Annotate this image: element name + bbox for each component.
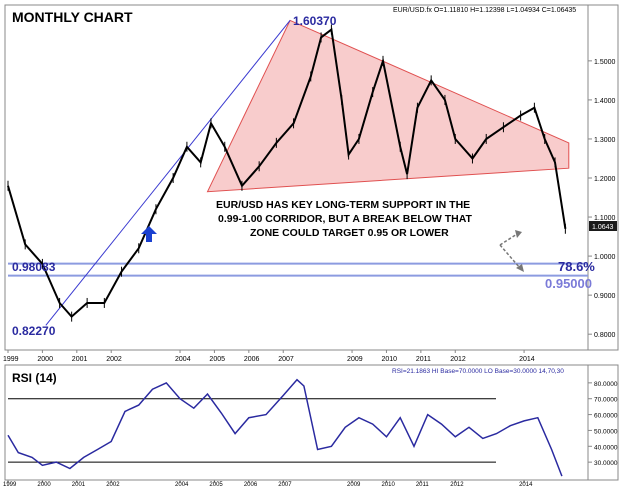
rsi-time-tick-label-8: 2009 bbox=[347, 482, 361, 486]
price-tick-label-7: 1.5000 bbox=[594, 59, 616, 66]
rsi-time-tick-label-0: 1999 bbox=[3, 482, 17, 486]
price-tick-label-1: 0.9000 bbox=[594, 293, 616, 300]
time-tick-label-4: 2004 bbox=[175, 356, 191, 363]
symbol-info: EUR/USD.fx O=1.11810 H=1.12398 L=1.04934… bbox=[393, 7, 576, 14]
commentary-line-2: 0.99-1.00 CORRIDOR, BUT A BREAK BELOW TH… bbox=[218, 213, 473, 225]
price-tick-label-2: 1.0000 bbox=[594, 254, 616, 261]
rsi-line bbox=[7, 378, 563, 477]
triangle-pattern bbox=[206, 19, 570, 193]
time-tick-label-12: 2014 bbox=[519, 356, 535, 363]
time-tick-label-9: 2010 bbox=[381, 356, 397, 363]
projection-up-arrowhead bbox=[515, 230, 522, 238]
trendline-layer bbox=[45, 20, 291, 326]
time-tick-label-3: 2002 bbox=[106, 356, 122, 363]
up-arrow-icon bbox=[141, 226, 157, 242]
time-tick-label-11: 2012 bbox=[450, 356, 466, 363]
projection-up-line bbox=[499, 233, 518, 246]
rsi-time-tick-label-10: 2011 bbox=[416, 482, 430, 486]
uptrend-line bbox=[45, 20, 291, 326]
price-tick-label-0: 0.8000 bbox=[594, 332, 616, 339]
time-tick-label-10: 2011 bbox=[416, 356, 431, 363]
rsi-time-tick-label-11: 2012 bbox=[450, 482, 464, 486]
price-tick-label-5: 1.3000 bbox=[594, 137, 616, 144]
rsi-time-tick-label-12: 2014 bbox=[519, 482, 533, 486]
time-tick-label-8: 2009 bbox=[347, 356, 363, 363]
rsi-time-tick-label-9: 2010 bbox=[381, 482, 395, 486]
chart-title: MONTHLY CHART bbox=[12, 9, 133, 25]
rsi-tick-label-1: 40.0000 bbox=[594, 444, 618, 451]
rsi-time-tick-label-1: 2000 bbox=[37, 482, 51, 486]
rsi-panel-frame bbox=[4, 364, 619, 481]
time-tick-label-7: 2007 bbox=[278, 356, 294, 363]
price-tick-label-6: 1.4000 bbox=[594, 98, 616, 105]
support-levels-layer bbox=[8, 262, 588, 277]
time-tick-label-0: 1999 bbox=[3, 356, 19, 363]
rsi-time-tick-label-7: 2007 bbox=[278, 482, 292, 486]
rsi-time-tick-label-3: 2002 bbox=[106, 482, 120, 486]
level-label: 0.98083 bbox=[12, 260, 56, 274]
projection-down-arrowhead bbox=[516, 264, 524, 272]
main-panel-frame bbox=[4, 4, 619, 351]
price-tick-label-4: 1.2000 bbox=[594, 176, 616, 183]
rsi-tick-label-3: 60.0000 bbox=[594, 413, 618, 420]
time-tick-label-5: 2005 bbox=[209, 356, 225, 363]
rsi-tick-label-0: 30.0000 bbox=[594, 460, 618, 467]
triangle-pattern-layer bbox=[206, 19, 570, 193]
time-tick-label-2: 2001 bbox=[72, 356, 88, 363]
price-tick-label-3: 1.1000 bbox=[594, 215, 616, 222]
rsi-tick-label-2: 50.0000 bbox=[594, 428, 618, 435]
rsi-series-layer: 30.0000 40.0000 50.0000 60.0000 70.0000 80.00… bbox=[7, 378, 618, 477]
price-series-layer bbox=[7, 24, 567, 322]
low-label: 0.82270 bbox=[12, 324, 56, 338]
fib-label: 78.6% bbox=[558, 259, 595, 274]
last-price-tag bbox=[589, 221, 617, 231]
time-tick-label-1: 2000 bbox=[37, 356, 53, 363]
last-price-text: 1.0643 bbox=[592, 224, 614, 231]
commentary-line-1: EUR/USD HAS KEY LONG-TERM SUPPORT IN THE bbox=[216, 199, 470, 211]
rsi-tick-label-4: 70.0000 bbox=[594, 397, 618, 404]
target-label: 0.95000 bbox=[545, 276, 592, 291]
rsi-info: RSI=21.1863 HI Base=70.0000 LO Base=30.0… bbox=[392, 368, 564, 375]
rsi-time-tick-label-5: 2005 bbox=[209, 482, 223, 486]
rsi-tick-label-5: 80.0000 bbox=[594, 381, 618, 388]
high-label: 1.60370 bbox=[293, 14, 337, 28]
rsi-title: RSI (14) bbox=[12, 371, 57, 385]
projection-down-line bbox=[499, 244, 521, 269]
time-tick-label-6: 2006 bbox=[244, 356, 260, 363]
rsi-time-tick-label-6: 2006 bbox=[244, 482, 258, 486]
axis-ticks-layer: 0.8000 0.9000 1.0000 1.1000 1.2000 1.3000 1.40… bbox=[3, 59, 616, 486]
commentary-line-3: ZONE COULD TARGET 0.95 OR LOWER bbox=[250, 227, 449, 239]
rsi-time-tick-label-2: 2001 bbox=[72, 482, 86, 486]
rsi-time-tick-label-4: 2004 bbox=[175, 482, 189, 486]
